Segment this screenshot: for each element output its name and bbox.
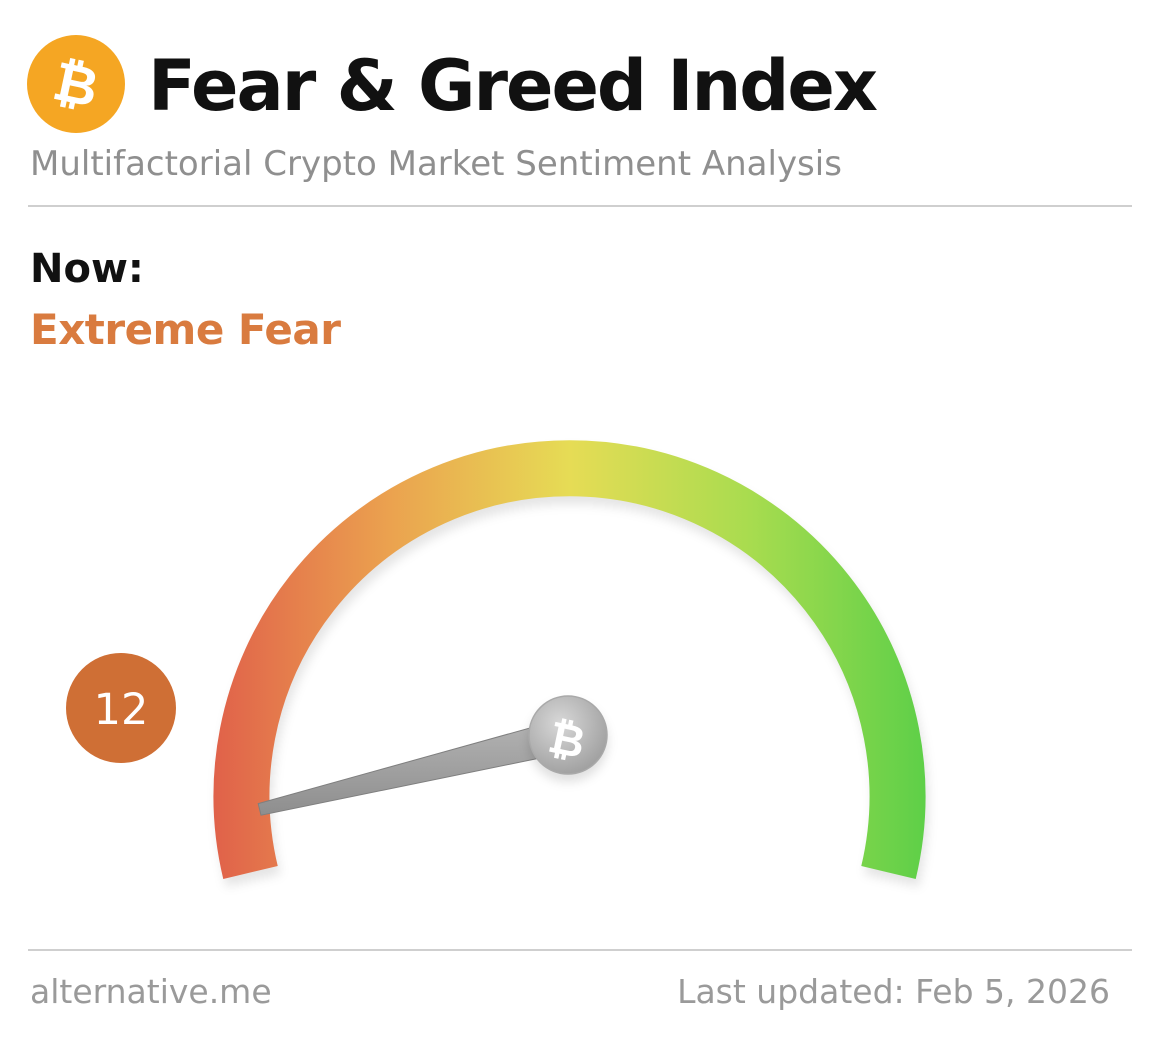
page-title: Fear & Greed Index: [148, 45, 878, 127]
gauge-hub: [528, 695, 608, 775]
value-badge-text: 12: [94, 685, 149, 735]
value-badge: [66, 653, 176, 763]
bitcoin-logo-icon: ₿: [27, 35, 125, 133]
fear-greed-gauge: ₿ 12: [66, 440, 929, 887]
source-link[interactable]: alternative.me: [30, 972, 272, 1011]
gauge-needle: [257, 717, 573, 816]
gauge-arc: [213, 440, 926, 879]
page-subtitle: Multifactorial Crypto Market Sentiment A…: [30, 144, 842, 184]
last-updated: Last updated: Feb 5, 2026: [677, 972, 1110, 1011]
header-divider: [28, 205, 1132, 207]
now-label: Now:: [30, 246, 144, 292]
footer-divider: [28, 949, 1132, 951]
sentiment-classification: Extreme Fear: [30, 305, 341, 354]
